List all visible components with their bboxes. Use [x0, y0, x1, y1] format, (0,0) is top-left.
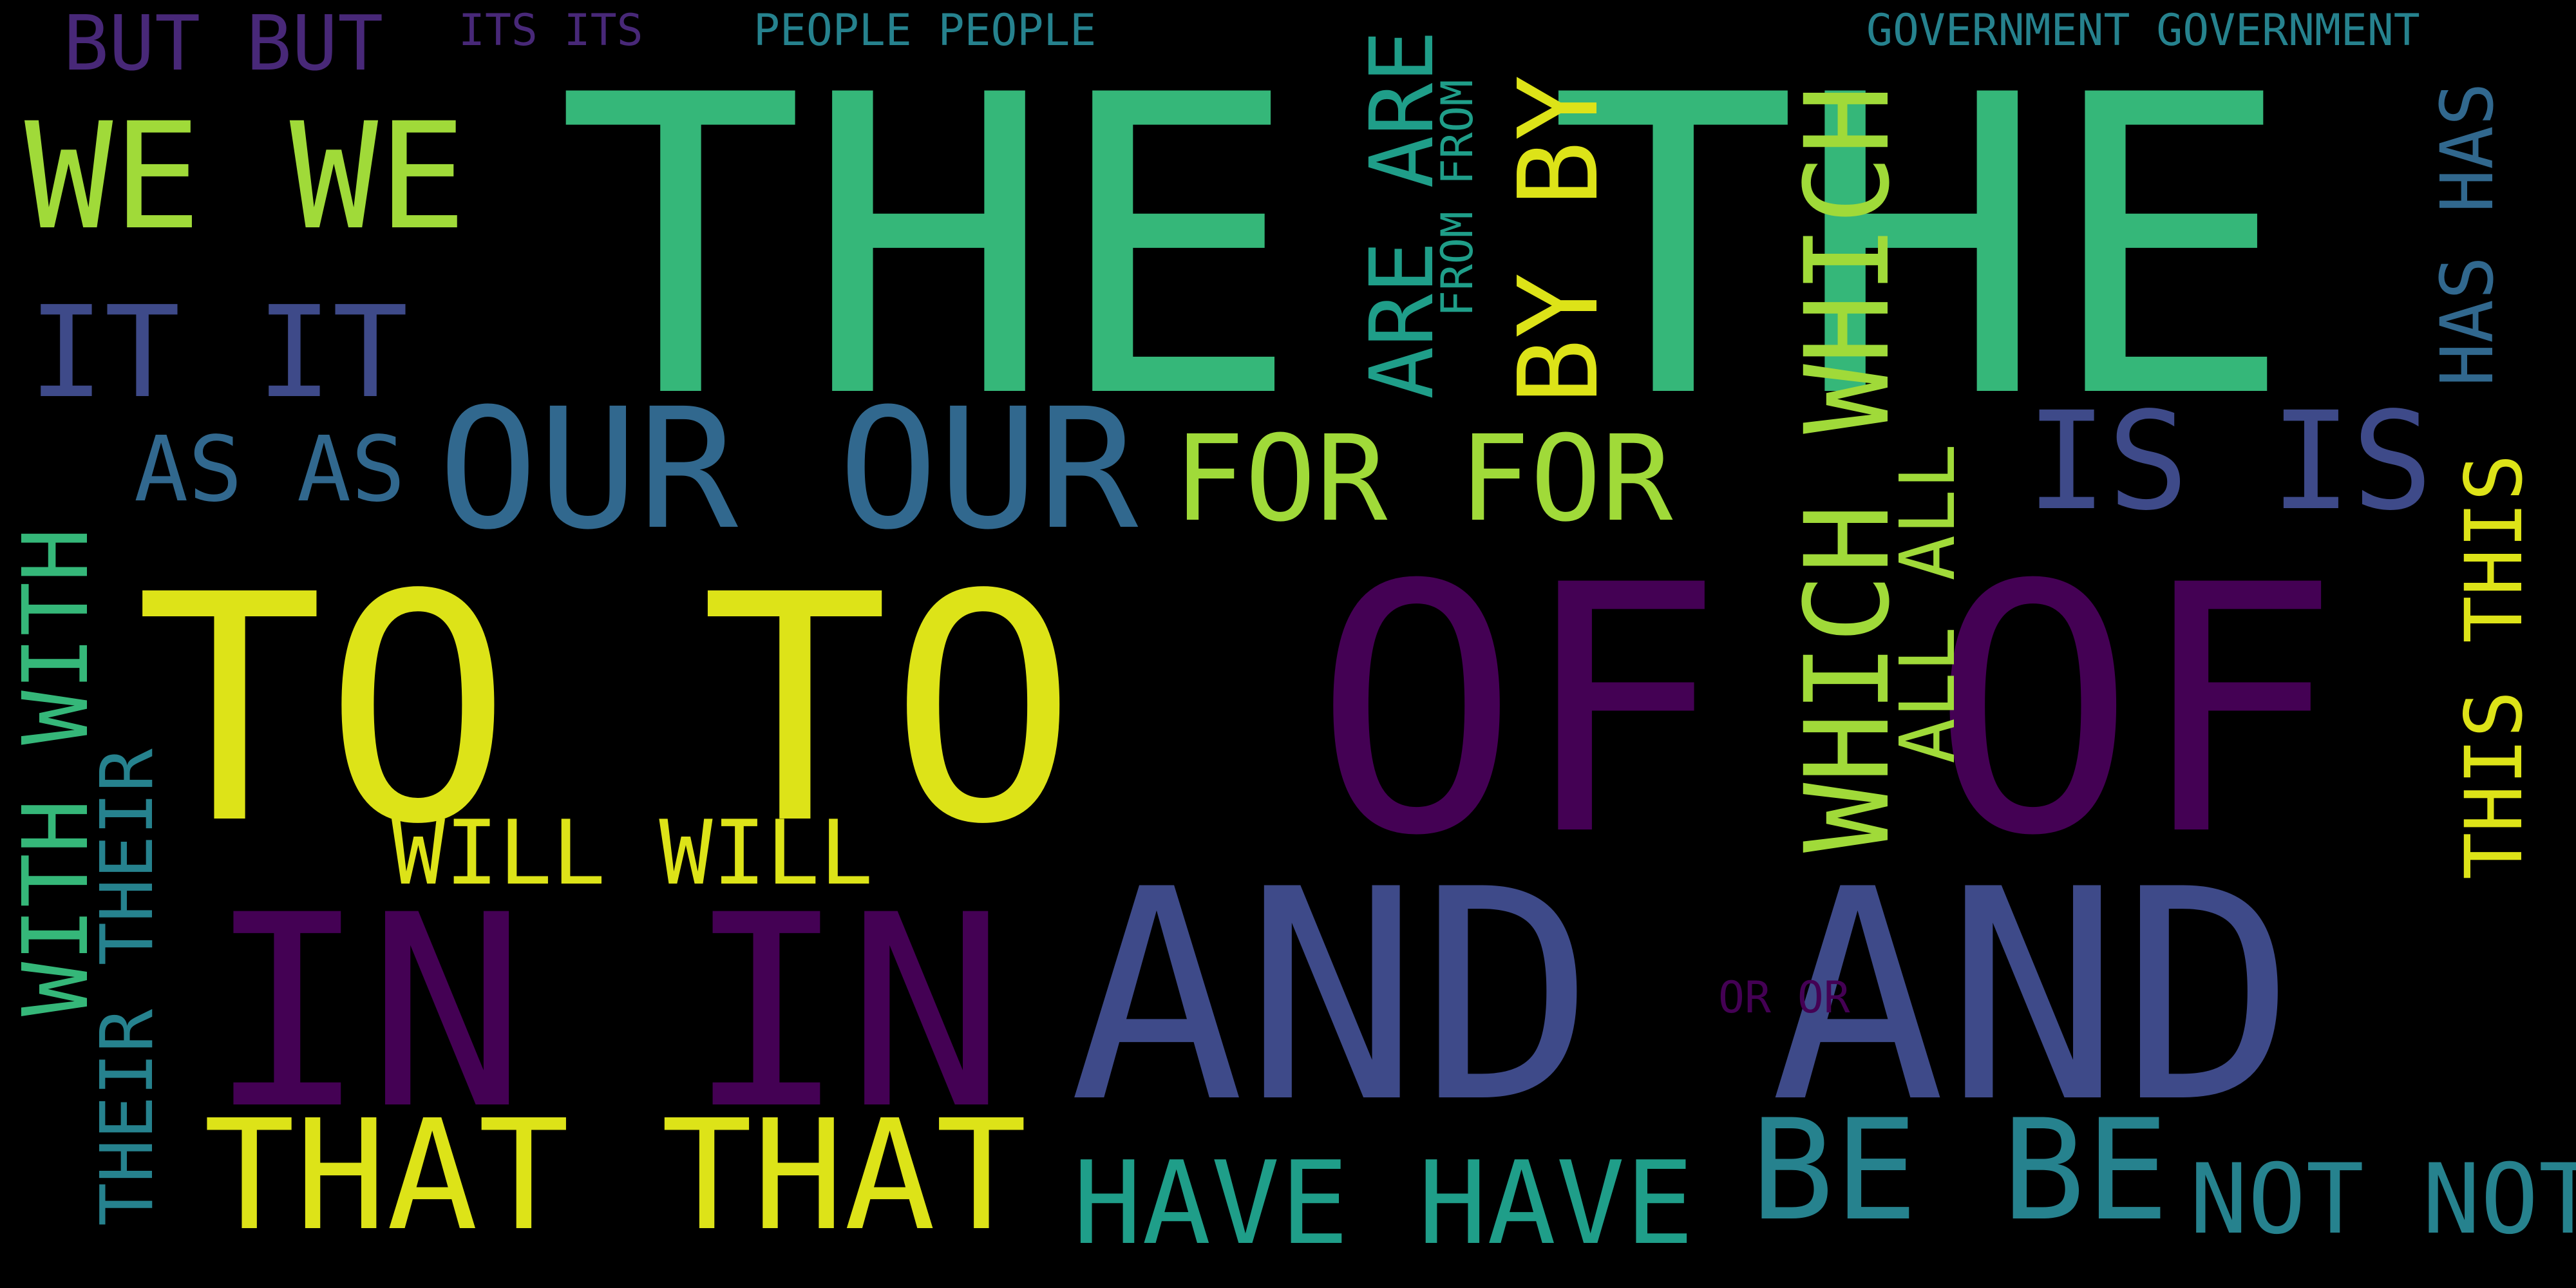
word-to: TO TO: [135, 528, 1077, 893]
word-not: NOT NOT: [2190, 1144, 2576, 1256]
word-in: IN IN: [207, 859, 1007, 1168]
word-have: HAVE HAVE: [1073, 1137, 1694, 1270]
word-but: BUT BUT: [63, 0, 384, 88]
word-as: AS AS: [134, 417, 406, 522]
word-government: GOVERNMENT GOVERNMENT: [1866, 5, 2420, 56]
word-and: AND AND: [1069, 827, 2296, 1166]
word-people: PEOPLE PEOPLE: [753, 5, 1097, 56]
word-their: THEIR THEIR: [86, 748, 169, 1226]
word-or: OR OR: [1718, 972, 1850, 1023]
word-its: ITS ITS: [459, 5, 643, 56]
word-be: BE BE: [1750, 1090, 2170, 1251]
word-all: ALL ALL: [1883, 443, 1972, 764]
word-is: IS IS: [2026, 383, 2434, 540]
word-has: HAS HAS: [2426, 82, 2510, 386]
word-will: WILL WILL: [392, 801, 873, 905]
word-for: FOR FOR: [1173, 410, 1673, 548]
word-this: THIS THIS: [2448, 453, 2540, 880]
word-of: OF OF: [1314, 513, 2342, 910]
word-we: WE WE: [24, 91, 467, 262]
word-our: OUR OUR: [438, 373, 1139, 566]
word-that: THAT THAT: [204, 1087, 1027, 1264]
word-it: IT IT: [28, 279, 409, 426]
word-by: BY BY: [1495, 75, 1623, 404]
word-from: FROM FROM: [1432, 79, 1483, 317]
word-the: THE THE: [556, 8, 2294, 488]
